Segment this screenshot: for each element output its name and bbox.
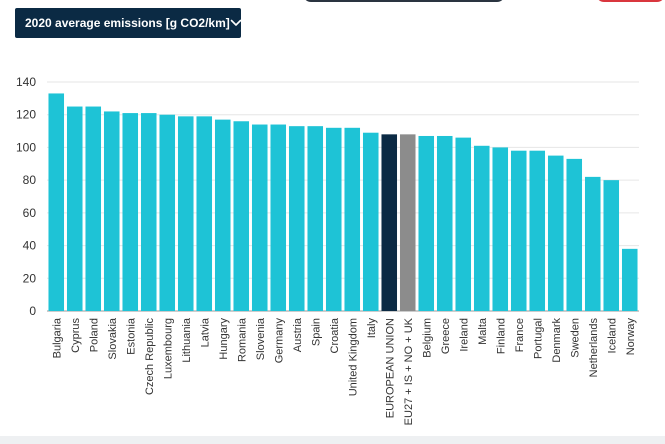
x-tick-label: Romania (236, 317, 248, 362)
x-tick-label: Ireland (458, 318, 470, 352)
bar (529, 150, 546, 311)
x-tick-label: Portugal (532, 318, 544, 359)
x-tick-label: Estonia (125, 317, 137, 355)
x-tick-label: Sweden (569, 318, 581, 358)
x-tick-label: Croatia (329, 317, 341, 353)
x-tick-label: Italy (366, 318, 378, 339)
bar (381, 134, 398, 311)
bar (492, 147, 509, 311)
metric-select-dropdown[interactable]: 2020 average emissions [g CO2/km] (15, 8, 242, 38)
bar (547, 155, 564, 311)
x-tick-label: Slovakia (107, 317, 119, 359)
x-tick-label: EU27 + IS + NO + UK (403, 317, 415, 425)
x-tick-label: Austria (292, 317, 304, 352)
bar (344, 127, 361, 311)
bar (177, 116, 194, 311)
bar (159, 114, 176, 311)
bar (140, 113, 157, 311)
bar (85, 106, 102, 312)
x-tick-label: Norway (625, 318, 637, 356)
chevron-down-icon (230, 19, 242, 27)
bar (122, 113, 139, 311)
x-tick-label: France (514, 318, 526, 352)
bar (362, 132, 379, 311)
y-tick-label: 20 (23, 271, 37, 285)
bar (455, 137, 472, 311)
y-tick-label: 120 (16, 108, 36, 122)
x-tick-label: Denmark (551, 318, 563, 363)
bottom-bar (0, 436, 665, 444)
bar (233, 121, 250, 311)
metric-select-label: 2020 average emissions [g CO2/km] (25, 16, 230, 30)
x-tick-label: EUROPEAN UNION (384, 318, 396, 418)
top-decoration-right (596, 0, 665, 2)
y-tick-label: 80 (23, 173, 37, 187)
x-tick-label: Germany (273, 318, 285, 364)
bar (418, 135, 435, 311)
bar (214, 119, 231, 311)
x-tick-label: Bulgaria (51, 317, 63, 358)
bar (584, 176, 601, 311)
bar (48, 93, 65, 311)
bar (399, 134, 416, 311)
bar (566, 158, 583, 311)
y-tick-label: 100 (16, 140, 36, 154)
bar (307, 126, 324, 312)
x-tick-label: Belgium (421, 318, 433, 358)
top-decoration-left (303, 0, 505, 2)
bar (603, 180, 620, 311)
y-tick-label: 0 (29, 304, 36, 318)
y-tick-label: 140 (16, 75, 36, 89)
x-tick-label: Latvia (199, 317, 211, 347)
bar (270, 124, 287, 312)
y-tick-label: 40 (23, 239, 37, 253)
bar (510, 150, 527, 311)
bar (436, 135, 453, 311)
x-tick-label: Lithuania (181, 317, 193, 363)
y-tick-label: 60 (23, 206, 37, 220)
x-tick-label: Poland (88, 318, 100, 352)
x-tick-label: Netherlands (588, 318, 600, 378)
bar (103, 111, 120, 311)
x-tick-label: Luxembourg (162, 318, 174, 379)
bar (66, 106, 83, 312)
bar (621, 248, 638, 311)
x-tick-label: Cyprus (70, 318, 82, 353)
x-tick-label: Czech Republic (144, 318, 156, 396)
x-tick-label: Hungary (218, 318, 230, 360)
bar (251, 124, 268, 312)
bar (288, 126, 305, 312)
bar (196, 116, 213, 311)
bar (325, 127, 342, 311)
x-tick-label: Iceland (606, 318, 618, 353)
x-tick-label: Greece (440, 318, 452, 354)
x-tick-label: United Kingdom (347, 318, 359, 396)
bar (473, 145, 490, 311)
x-tick-label: Slovenia (255, 317, 267, 360)
x-tick-label: Malta (477, 317, 489, 345)
x-tick-label: Finland (495, 318, 507, 354)
x-tick-label: Spain (310, 318, 322, 346)
